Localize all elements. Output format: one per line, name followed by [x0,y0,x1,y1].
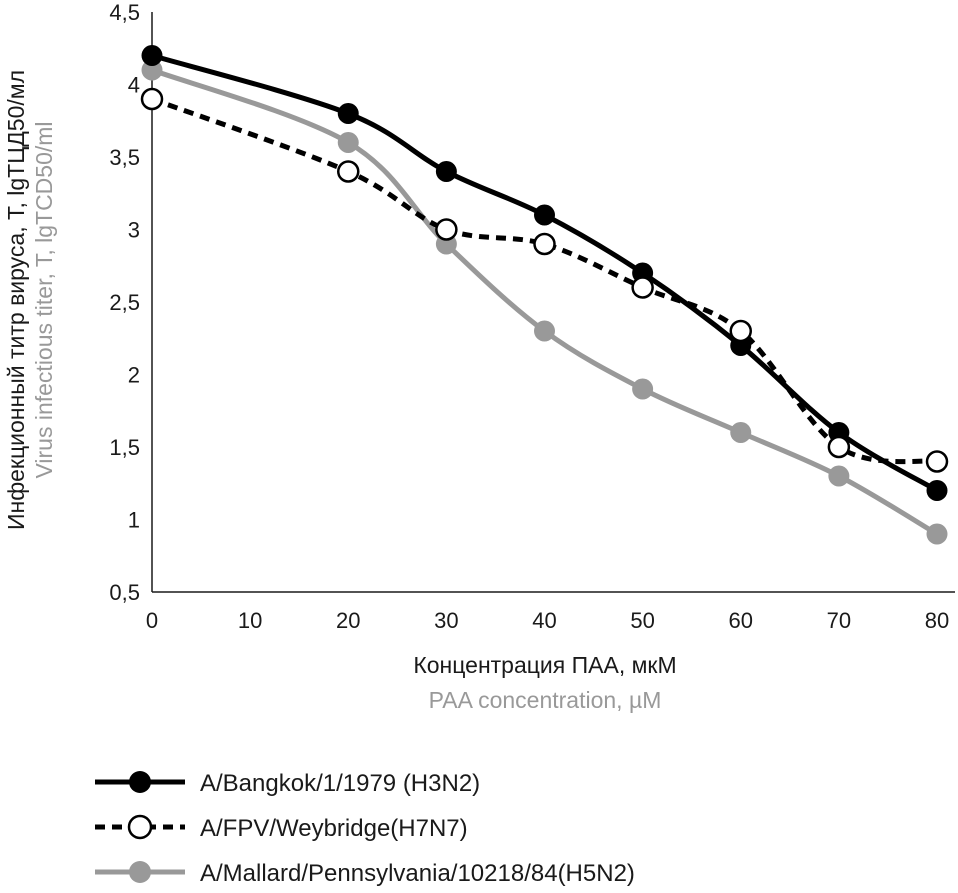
y-tick-label: 2 [128,363,140,388]
legend-item: A/Bangkok/1/1979 (H3N2) [95,770,480,797]
legend-label: A/Mallard/Pennsylvania/10218/84(H5N2) [200,860,635,887]
data-point [435,218,458,241]
y-axis-label-en: Virus infectious titer, T, lgTCD50/ml [31,121,57,478]
x-tick-label: 30 [434,608,458,633]
y-axis-label: Инфекционный титр вируса, Т, lgТЦД50/мл [3,70,29,530]
x-axis-label-en: PAA concentration, µM [429,687,662,713]
data-point [435,161,457,182]
data-point [631,276,654,299]
data-point [337,103,359,124]
legend-label: A/FPV/Weybridge(H7N7) [200,815,468,842]
y-tick-label: 1 [128,508,140,533]
x-tick-label: 60 [729,608,753,633]
legend: A/Bangkok/1/1979 (H3N2) A/FPV/Weybridge(H… [95,770,635,887]
y-tick-label: 2,5 [109,290,140,315]
series-1 [140,87,949,473]
y-tick-label: 1,5 [109,435,140,460]
legend-item: A/Mallard/Pennsylvania/10218/84(H5N2) [95,860,635,887]
y-tick-label: 4 [128,73,140,98]
series-2 [141,59,948,545]
data-point [337,160,360,183]
y-tick-label: 3 [128,218,140,243]
data-point [140,87,164,111]
data-point [533,232,556,256]
data-point [141,59,163,81]
legend-item: A/FPV/Weybridge(H7N7) [95,814,468,842]
data-point [534,320,555,342]
data-point [926,480,948,501]
series-line [151,53,939,493]
x-tick-label: 20 [336,608,360,633]
y-tick-label: 4,5 [109,0,140,25]
x-tick-label: 80 [925,608,949,633]
data-point [828,465,850,487]
legend-marker [129,771,151,793]
data-point [827,435,851,459]
x-tick-label: 70 [827,608,851,633]
data-point [632,378,654,400]
series-0 [141,45,948,501]
data-point [925,450,949,473]
data-point [926,523,948,545]
x-tick-label: 10 [238,608,262,633]
x-tick-label: 50 [630,608,654,633]
legend-label: A/Bangkok/1/1979 (H3N2) [200,770,480,797]
x-tick-label: 40 [532,608,556,633]
data-point [730,422,752,443]
data-point [337,132,359,153]
series-line [151,96,938,465]
x-tick-label: 0 [146,608,158,633]
data-point [729,319,752,343]
x-axis-label: Концентрация ПАА, мкМ [413,652,676,678]
legend-marker [127,814,153,840]
data-point [141,45,163,66]
y-tick-label: 0,5 [109,580,140,605]
data-point [534,204,555,226]
y-tick-label: 3,5 [109,145,140,170]
legend-marker [129,861,151,883]
